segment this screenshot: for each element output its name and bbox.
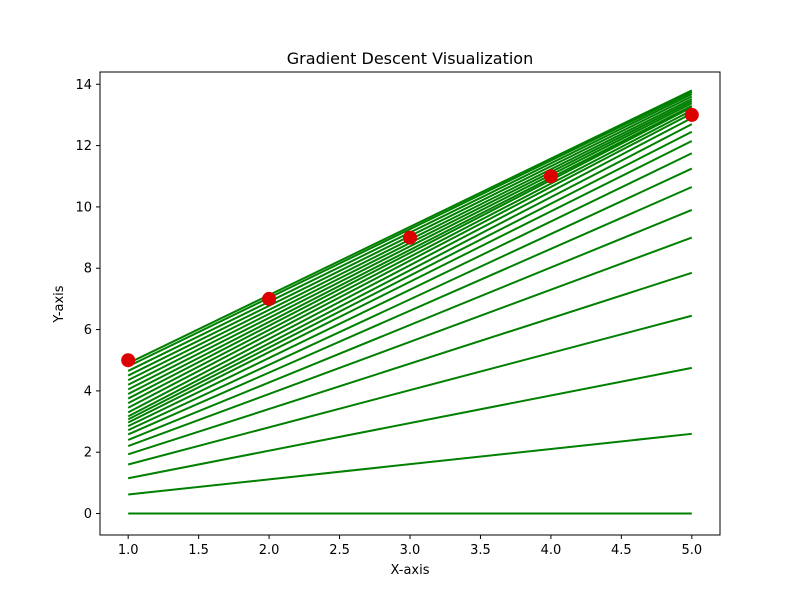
x-tick-label-3: 2.5 bbox=[329, 543, 350, 558]
fit-line-15 bbox=[127, 109, 693, 405]
y-tick-label-5: 10 bbox=[75, 200, 92, 215]
data-series-group bbox=[121, 89, 699, 515]
chart-title: Gradient Descent Visualization bbox=[287, 49, 533, 68]
fit-line-9 bbox=[127, 152, 693, 428]
x-axis-title: X-axis bbox=[391, 563, 430, 578]
x-tick-label-7: 4.5 bbox=[611, 543, 632, 558]
x-tick-label-8: 5.0 bbox=[681, 543, 702, 558]
y-tick-label-0: 0 bbox=[84, 507, 92, 522]
y-axis-title: Y-axis bbox=[52, 285, 67, 323]
fit-line-17 bbox=[127, 104, 693, 395]
fit-line-16 bbox=[127, 106, 693, 400]
fit-line-2 bbox=[127, 366, 693, 480]
y-tick-label-7: 14 bbox=[75, 78, 92, 93]
fit-line-3 bbox=[127, 314, 693, 466]
data-point-1 bbox=[262, 291, 277, 306]
data-point-3 bbox=[543, 169, 558, 184]
fit-line-6 bbox=[127, 209, 693, 441]
x-tick-label-6: 4.0 bbox=[541, 543, 562, 558]
fit-line-12 bbox=[127, 123, 693, 418]
fit-line-14 bbox=[127, 112, 693, 409]
y-tick-label-6: 12 bbox=[75, 139, 92, 154]
x-tick-label-1: 1.5 bbox=[188, 543, 209, 558]
plot-area: 1.0 1.5 2.0 2.5 3.0 3.5 4.0 4.5 5.0 0 2 4 6 8 10 12 14 bbox=[75, 71, 721, 558]
y-tick-label-3: 6 bbox=[84, 323, 92, 338]
fit-line-8 bbox=[127, 167, 693, 432]
x-tick-label-4: 3.0 bbox=[400, 543, 421, 558]
fit-line-5 bbox=[127, 236, 693, 448]
x-tick-label-0: 1.0 bbox=[118, 543, 139, 558]
y-tick-label-1: 2 bbox=[84, 446, 92, 461]
fit-line-24 bbox=[127, 89, 693, 365]
fit-line-13 bbox=[127, 117, 693, 414]
fit-line-4 bbox=[127, 271, 693, 456]
data-point-2 bbox=[403, 230, 417, 245]
data-point-4 bbox=[684, 107, 699, 122]
fit-line-7 bbox=[127, 186, 693, 436]
x-tick-label-2: 2.0 bbox=[259, 543, 280, 558]
x-tick-label-5: 3.5 bbox=[470, 543, 491, 558]
fit-line-18 bbox=[127, 102, 693, 391]
data-point-0 bbox=[121, 353, 136, 368]
fit-line-1 bbox=[128, 432, 692, 496]
y-tick-label-4: 8 bbox=[84, 262, 92, 277]
fit-line-11 bbox=[127, 130, 693, 421]
y-tick-label-2: 4 bbox=[84, 384, 92, 399]
fit-line-10 bbox=[127, 140, 693, 424]
fit-line-23 bbox=[127, 91, 693, 368]
